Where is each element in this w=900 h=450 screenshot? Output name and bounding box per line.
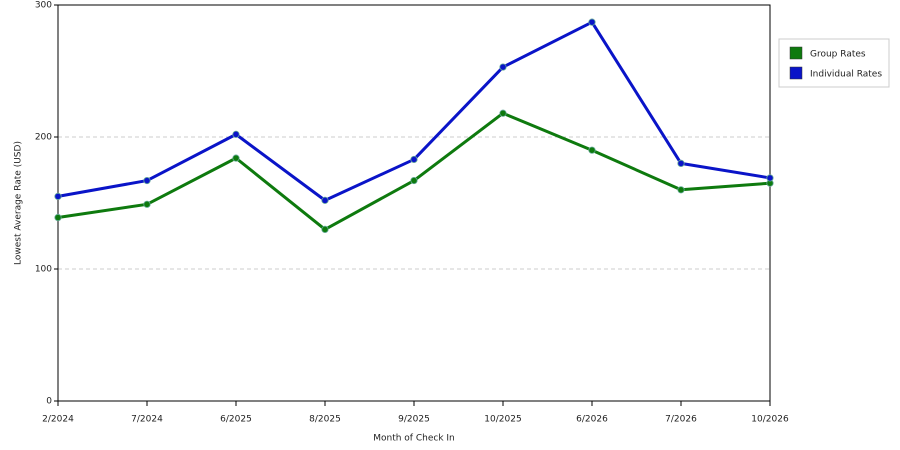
x-tick-label: 6/2026 [576, 415, 608, 425]
data-point [321, 196, 329, 204]
legend-swatch [789, 66, 803, 80]
x-tick-label: 7/2026 [665, 415, 697, 425]
x-tick-label: 2/2024 [42, 415, 74, 425]
x-tick-label: 8/2025 [309, 415, 341, 425]
x-tick-label: 7/2024 [131, 415, 163, 425]
data-point [321, 225, 329, 233]
data-point [410, 155, 418, 164]
legend-label: Group Rates [810, 50, 866, 60]
data-point [499, 109, 507, 117]
series-line [57, 20, 771, 202]
data-point [410, 176, 418, 185]
y-tick-label: 0 [46, 397, 52, 407]
data-point [54, 192, 62, 200]
x-tick-label: 10/2025 [484, 415, 521, 425]
legend-label: Individual Rates [810, 70, 882, 80]
x-tick-label: 10/2026 [751, 415, 789, 425]
data-point [143, 200, 151, 208]
data-point [232, 154, 240, 162]
data-point [499, 63, 507, 71]
y-tick-label: 300 [35, 1, 52, 11]
data-point [588, 146, 596, 154]
plot-frame [57, 4, 771, 402]
x-axis-label: Month of Check In [373, 434, 455, 444]
data-point [54, 213, 62, 222]
data-point [588, 18, 596, 26]
y-tick-label: 200 [35, 133, 52, 143]
legend-swatch [789, 46, 803, 60]
data-point [143, 176, 151, 185]
data-point [232, 130, 240, 138]
y-axis-label: Lowest Average Rate (USD) [14, 141, 24, 265]
data-point [677, 186, 685, 194]
legend-box [778, 38, 890, 88]
x-tick-label: 9/2025 [398, 415, 430, 425]
y-tick-label: 100 [35, 265, 52, 275]
data-point [766, 174, 774, 182]
data-point [677, 159, 685, 167]
x-tick-label: 6/2025 [220, 415, 252, 425]
